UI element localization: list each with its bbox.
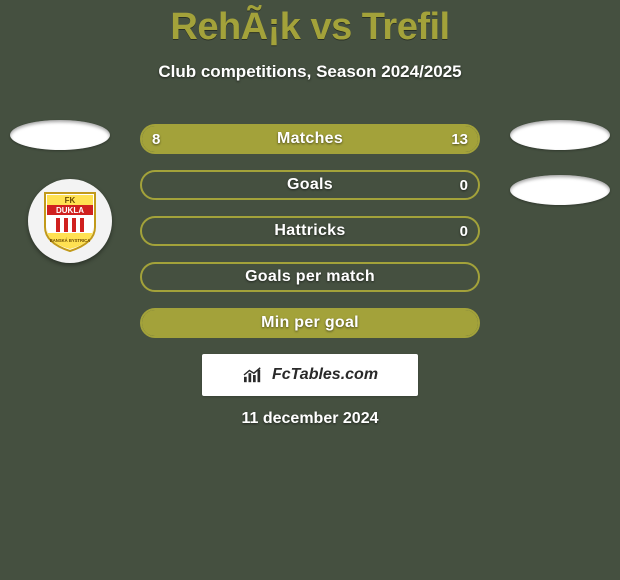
- stat-bar-label: Goals: [142, 172, 478, 198]
- chart-icon: [242, 366, 264, 384]
- stat-bar: Matches8 13: [140, 124, 480, 154]
- player-right-oval-top: [510, 120, 610, 150]
- club-badge: FK DUKLA BANSKÁ BYSTRICA: [28, 179, 112, 263]
- stat-bar: Min per goal: [140, 308, 480, 338]
- attribution-text: FcTables.com: [272, 366, 378, 384]
- stat-bar: Goals per match: [140, 262, 480, 292]
- stat-bar-label: Min per goal: [142, 310, 478, 336]
- stat-bar: Goals0: [140, 170, 480, 200]
- stat-bar-label: Goals per match: [142, 264, 478, 290]
- stat-bar: Hattricks0: [140, 216, 480, 246]
- player-right-oval-bot: [510, 175, 610, 205]
- badge-bottom-text: BANSKÁ BYSTRICA: [50, 238, 90, 243]
- page-title: RehÃ¡k vs Trefil: [0, 6, 620, 49]
- stat-bar-value-right: 13: [451, 126, 468, 152]
- stat-bar-label: Hattricks: [142, 218, 478, 244]
- subtitle: Club competitions, Season 2024/2025: [0, 62, 620, 82]
- stat-bar-label: Matches: [142, 126, 478, 152]
- badge-top-text: FK: [65, 196, 76, 205]
- date-text: 11 december 2024: [0, 410, 620, 428]
- stat-bar-value-right: 0: [460, 172, 468, 198]
- stat-bar-value-right: 0: [460, 218, 468, 244]
- attribution-box: FcTables.com: [202, 354, 418, 396]
- club-badge-shield: FK DUKLA BANSKÁ BYSTRICA: [42, 189, 98, 253]
- badge-mid-text: DUKLA: [56, 206, 84, 215]
- stat-bar-value-left: 8: [152, 126, 160, 152]
- player-left-oval: [10, 120, 110, 150]
- stat-bars: Matches813Goals0Hattricks0Goals per matc…: [140, 124, 480, 354]
